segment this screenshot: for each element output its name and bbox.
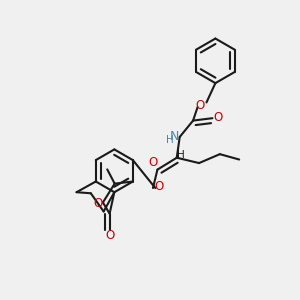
Text: N: N bbox=[170, 130, 179, 143]
Text: O: O bbox=[148, 156, 158, 169]
Text: H: H bbox=[166, 136, 174, 146]
Text: H: H bbox=[177, 150, 185, 160]
Text: O: O bbox=[213, 111, 222, 124]
Text: O: O bbox=[94, 197, 103, 210]
Text: O: O bbox=[105, 229, 114, 242]
Text: O: O bbox=[154, 180, 164, 193]
Text: O: O bbox=[195, 99, 205, 112]
